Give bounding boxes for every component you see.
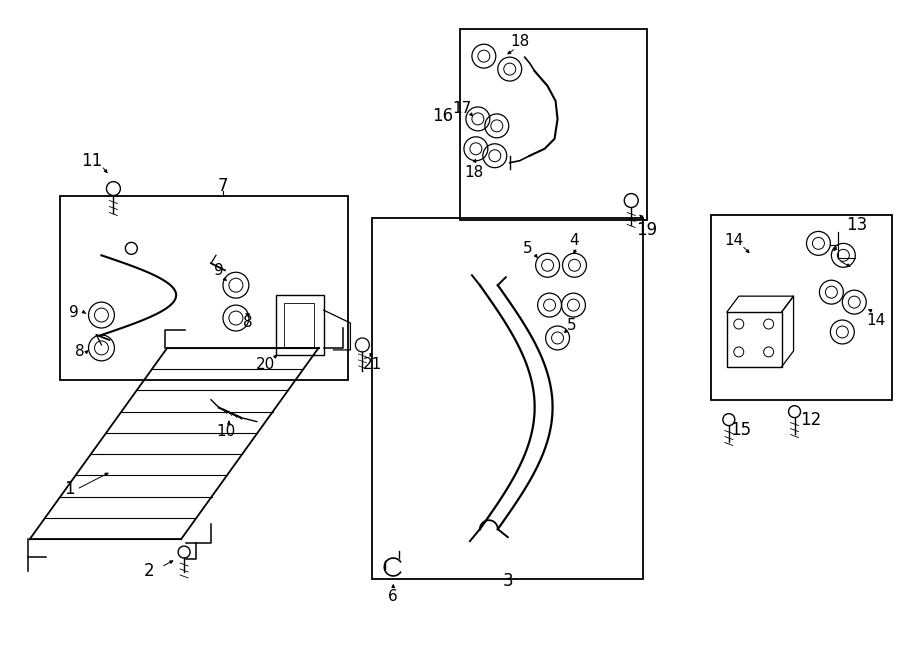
Bar (711, 215, 892, 400)
Text: 21: 21 (363, 358, 382, 372)
Text: 4: 4 (570, 233, 580, 248)
Text: 9: 9 (214, 263, 224, 278)
Text: 2: 2 (144, 562, 155, 580)
Text: 14: 14 (867, 313, 886, 328)
Text: 17: 17 (453, 101, 472, 116)
Text: 8: 8 (75, 344, 85, 360)
Text: 20: 20 (256, 358, 275, 372)
Text: 19: 19 (636, 221, 658, 239)
Text: 18: 18 (464, 165, 483, 180)
Bar (275, 295, 323, 355)
Text: 11: 11 (81, 152, 102, 170)
Bar (460, 29, 647, 221)
Text: 18: 18 (510, 34, 529, 49)
Text: 10: 10 (216, 424, 236, 439)
Text: 15: 15 (730, 420, 752, 439)
Text: 14: 14 (724, 233, 743, 248)
Text: 8: 8 (243, 315, 253, 330)
Text: 3: 3 (502, 572, 513, 590)
Bar (373, 219, 644, 579)
Text: 12: 12 (800, 410, 821, 428)
Text: 6: 6 (389, 590, 398, 604)
Text: 13: 13 (846, 216, 867, 235)
Text: 9: 9 (68, 305, 78, 319)
Text: 16: 16 (432, 107, 453, 125)
Text: 1: 1 (64, 481, 75, 498)
Text: 5: 5 (567, 317, 576, 332)
Bar (59, 196, 348, 380)
Bar (727, 312, 781, 367)
Text: 7: 7 (218, 176, 229, 194)
Text: 5: 5 (523, 241, 533, 256)
Bar (284, 303, 313, 347)
